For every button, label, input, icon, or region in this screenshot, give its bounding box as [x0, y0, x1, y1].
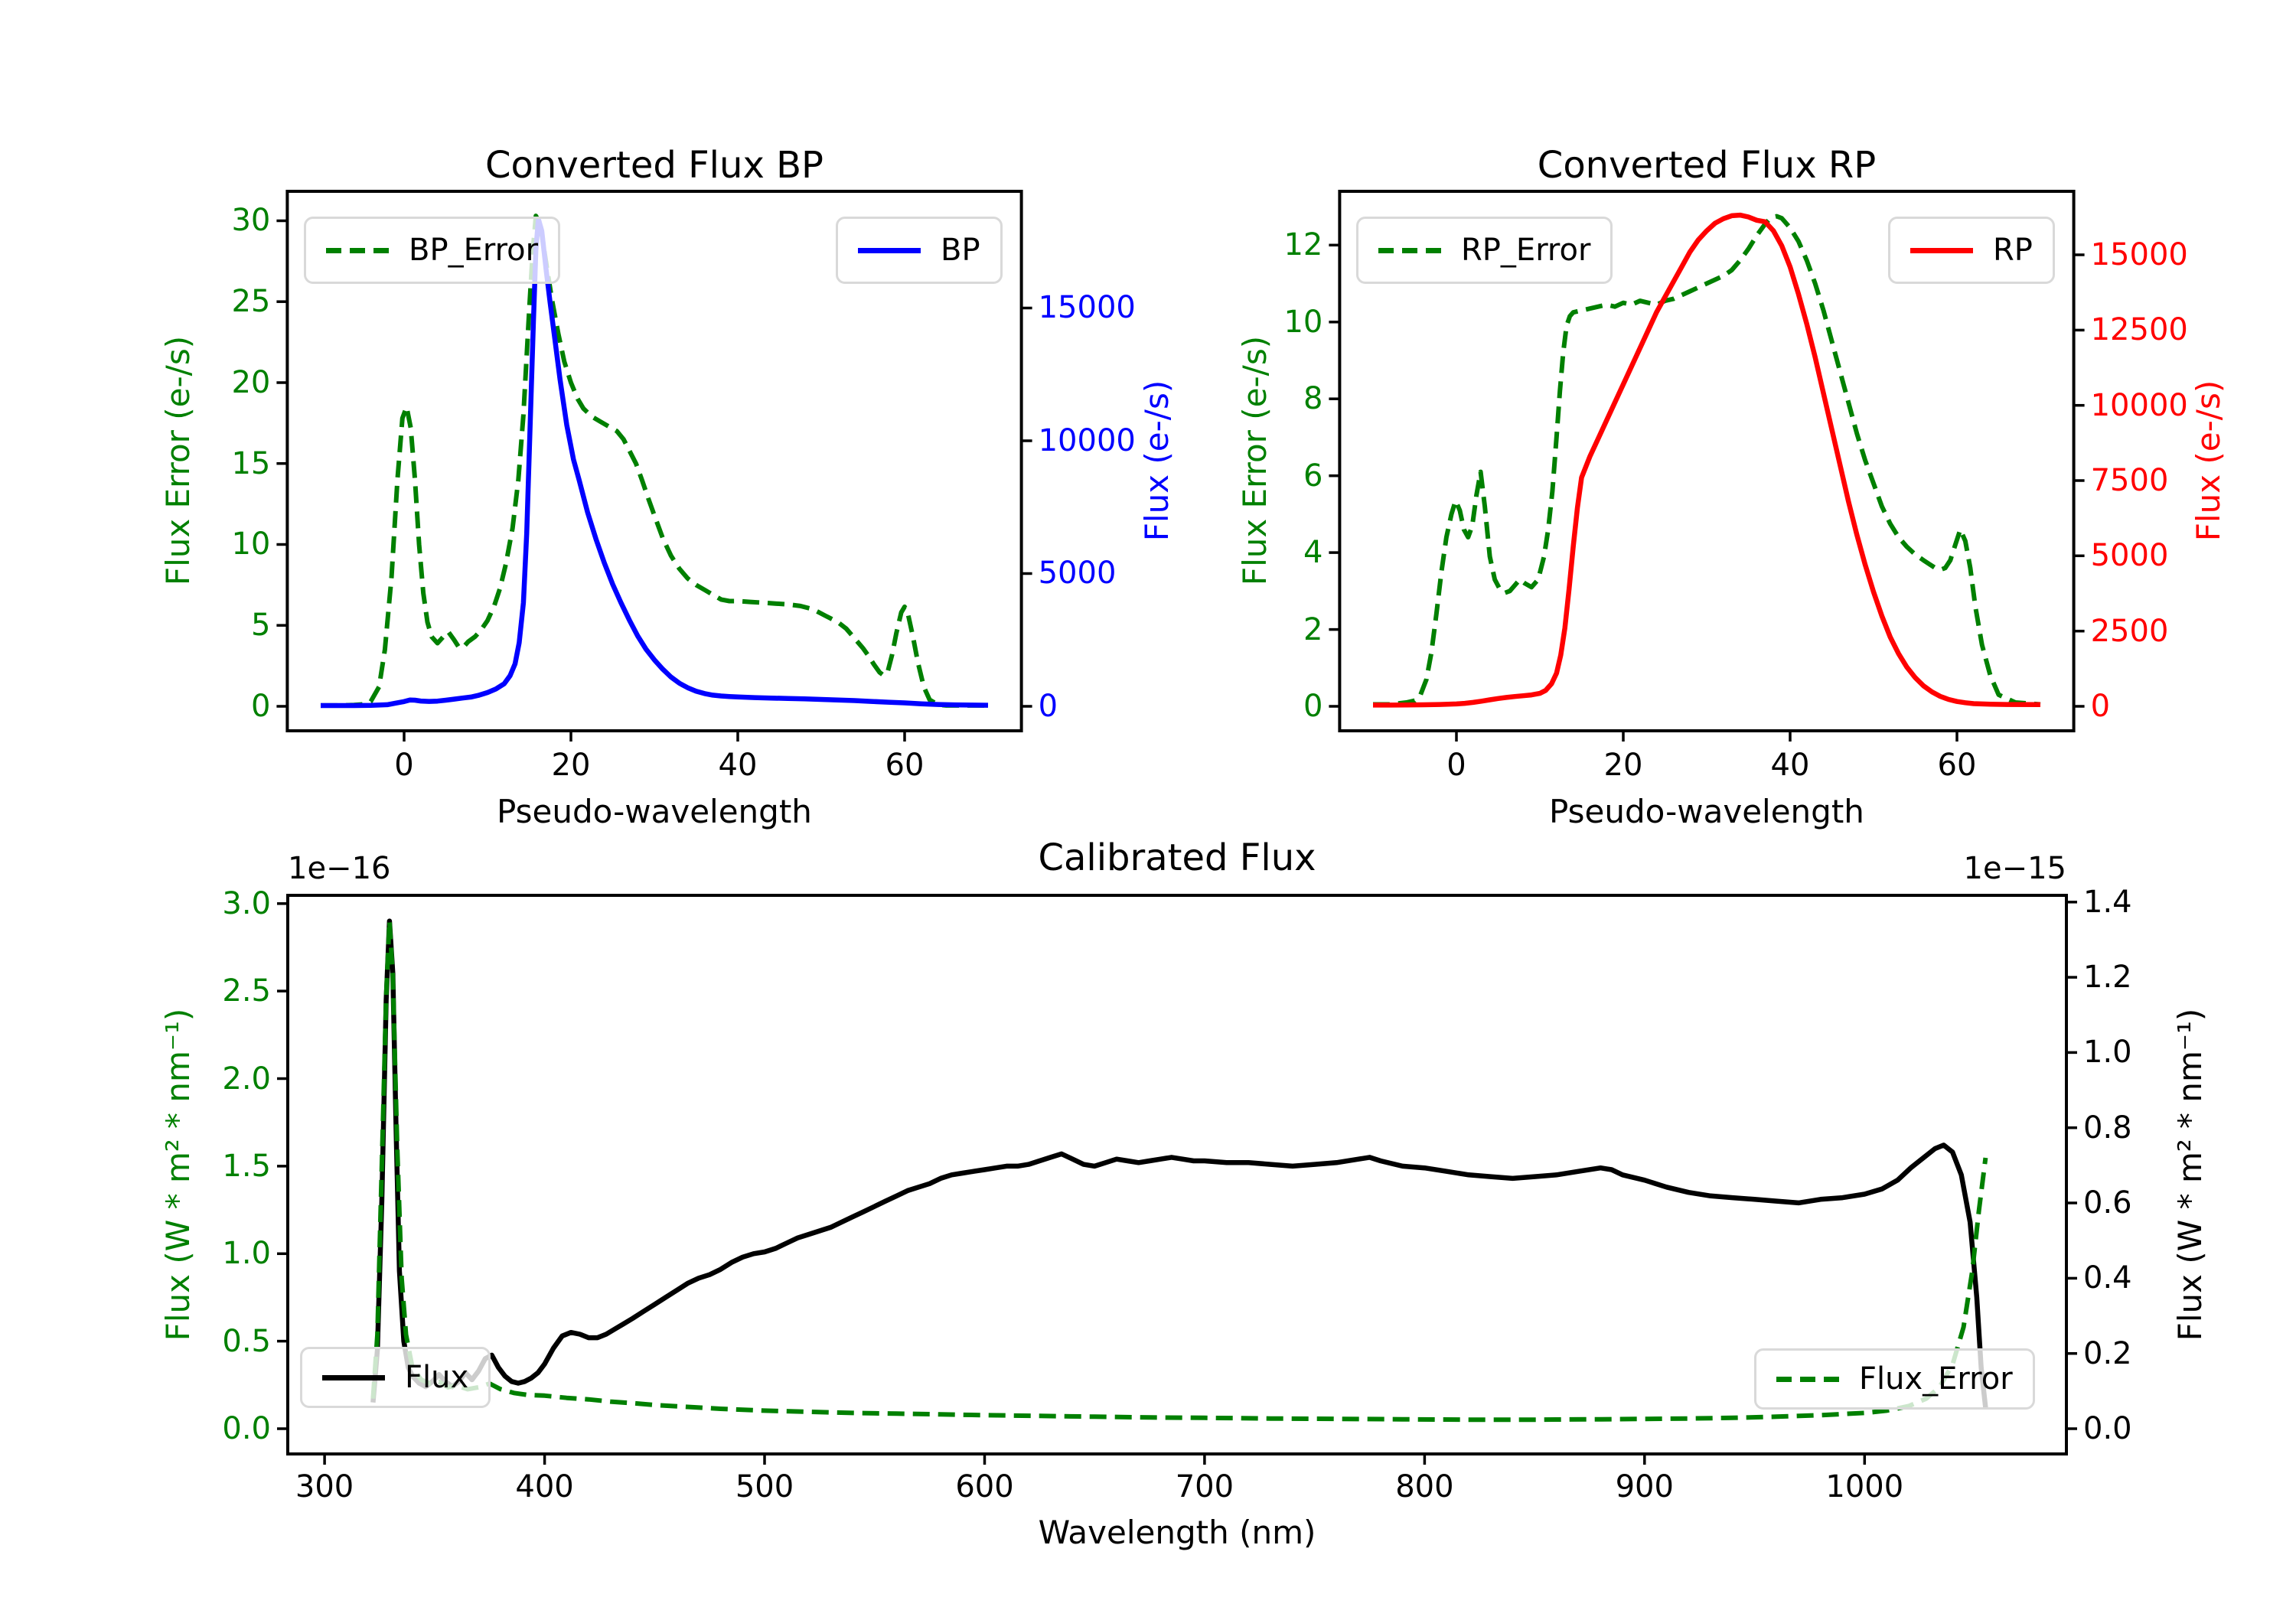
bp-error-line-sample [326, 247, 389, 253]
curve-BP [321, 216, 989, 709]
y-tick-label: 1.4 [2083, 884, 2132, 920]
legend-label: RP [1993, 233, 2033, 268]
x-tick-label: 400 [515, 1469, 574, 1504]
y-tick-label: 1.0 [2083, 1035, 2132, 1071]
y-tick-label: 20 [231, 364, 271, 400]
x-tick-label: 700 [1175, 1469, 1234, 1504]
legend-label: Flux_Error [1859, 1361, 2013, 1397]
y-tick-label: 1.0 [222, 1236, 271, 1272]
y-tick-label: 6 [1303, 458, 1323, 494]
y-tick-label: 0.0 [222, 1411, 271, 1446]
bp-line-sample [858, 247, 921, 253]
y-tick-label: 10000 [1038, 422, 1136, 458]
x-tick-label: 0 [394, 748, 414, 783]
legend-label: RP_Error [1461, 233, 1591, 268]
xlabel-rp: Pseudo-wavelength [1549, 793, 1864, 830]
y-tick-label: 0 [1303, 689, 1323, 724]
y-tick-label: 2.0 [222, 1061, 271, 1097]
curve-Flux [370, 918, 1988, 1408]
x-tick-label: 900 [1615, 1469, 1674, 1504]
legend-flux[interactable]: Flux [300, 1347, 491, 1408]
y-tick-label: 8 [1303, 381, 1323, 417]
curve-RP_Error [1373, 214, 2041, 707]
y-tick-label: 0.0 [2083, 1411, 2132, 1446]
rp-line-sample [1910, 247, 1973, 253]
y-tick-label: 12 [1283, 227, 1323, 263]
y-tick-label: 5 [250, 608, 271, 644]
x-tick-label: 800 [1395, 1469, 1454, 1504]
curve-RP [1373, 212, 2041, 708]
subplot-title-rp: Converted Flux RP [1537, 144, 1877, 187]
x-tick-label: 40 [718, 748, 758, 783]
subplot-title-calibrated: Calibrated Flux [1038, 836, 1316, 879]
y-tick-label: 30 [231, 203, 271, 239]
x-tick-label: 40 [1770, 748, 1810, 783]
x-tick-label: 60 [885, 748, 925, 783]
y-tick-label: 1.2 [2083, 960, 2132, 996]
y-tick-label: 1.5 [222, 1148, 271, 1184]
legend-label: BP_Error [409, 233, 539, 268]
y-tick-label: 0.6 [2083, 1185, 2132, 1221]
curve-BP_Error [321, 214, 988, 708]
x-tick-label: 500 [735, 1469, 794, 1504]
x-tick-label: 0 [1446, 748, 1466, 783]
xlabel-bp: Pseudo-wavelength [497, 793, 812, 830]
offset-text-left: 1e−16 [288, 851, 391, 886]
legend-rp[interactable]: RP [1888, 217, 2055, 284]
x-tick-label: 60 [1937, 748, 1977, 783]
y-tick-label: 7500 [2090, 463, 2169, 498]
legend-label: Flux [405, 1360, 469, 1395]
y-tick-label: 5000 [2090, 538, 2169, 574]
y-tick-label: 0 [1038, 689, 1058, 724]
y-tick-label: 0 [250, 688, 271, 724]
xlabel-wavelength: Wavelength (nm) [1038, 1514, 1316, 1551]
legend-bp-error[interactable]: BP_Error [304, 217, 561, 284]
flux-error-line-sample [1776, 1376, 1839, 1382]
flux-line-sample [322, 1374, 385, 1380]
legend-label: BP [941, 233, 980, 268]
offset-text-right: 1e−15 [1963, 851, 2066, 886]
y-tick-label: 2500 [2090, 613, 2169, 649]
legend-flux-error[interactable]: Flux_Error [1754, 1348, 2035, 1410]
y-tick-label: 25 [231, 284, 271, 320]
y-tick-label: 0 [2090, 688, 2111, 724]
x-tick-label: 20 [551, 748, 591, 783]
y-tick-label: 5000 [1038, 556, 1117, 592]
y-tick-label: 10 [231, 526, 271, 562]
x-tick-label: 600 [955, 1469, 1014, 1504]
y-tick-label: 15 [231, 445, 271, 481]
y-tick-label: 15000 [2090, 237, 2188, 273]
y-tick-label: 0.2 [2083, 1335, 2132, 1371]
x-tick-label: 1000 [1825, 1469, 1904, 1504]
x-tick-label: 20 [1603, 748, 1643, 783]
y-tick-label: 12500 [2090, 312, 2188, 348]
legend-bp[interactable]: BP [836, 217, 1003, 284]
x-tick-label: 300 [295, 1469, 354, 1504]
curve-Flux_Error [370, 918, 1988, 1423]
y-tick-label: 0.8 [2083, 1110, 2132, 1146]
y-tick-label: 2 [1303, 611, 1323, 647]
y-tick-label: 2.5 [222, 973, 271, 1009]
y-tick-label: 0.5 [222, 1323, 271, 1359]
y-tick-label: 4 [1303, 535, 1323, 571]
y-tick-label: 10 [1283, 304, 1323, 340]
y-tick-label: 3.0 [222, 885, 271, 921]
y-tick-label: 10000 [2090, 387, 2188, 423]
subplot-title-bp: Converted Flux BP [485, 144, 823, 187]
y-tick-label: 0.4 [2083, 1260, 2132, 1296]
rp-error-line-sample [1378, 247, 1441, 253]
legend-rp-error[interactable]: RP_Error [1356, 217, 1613, 284]
y-tick-label: 15000 [1038, 290, 1136, 326]
